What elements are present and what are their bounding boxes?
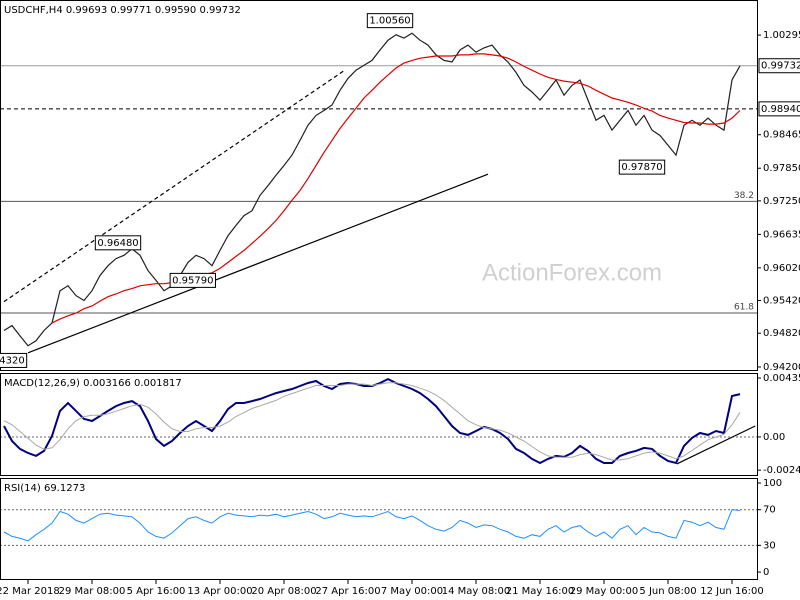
x-tick-label: 5 Jun 08:00 [639, 586, 696, 597]
x-tick-label: 29 May 00:00 [570, 586, 639, 597]
trendline [676, 425, 756, 465]
pane-title: USDCHF,H4 0.99693 0.99771 0.99590 0.9973… [4, 5, 241, 16]
annotation-label: 0.97870 [621, 162, 662, 173]
x-tick-label: 13 Apr 00:00 [187, 586, 252, 597]
annotation: 0.97870 [618, 159, 666, 175]
trendline [3, 69, 346, 303]
price-line-label-box [758, 58, 800, 74]
annotation-label-box [0, 352, 28, 368]
x-tick-label: 12 Jun 16:00 [700, 586, 764, 597]
x-tick-label: 21 May 16:00 [506, 586, 575, 597]
series-line [3, 382, 741, 461]
y-tick-label: 0.94200 [763, 362, 800, 373]
y-tick-label: 70 [763, 505, 776, 516]
price-line-label-box [758, 101, 800, 117]
y-tick-label: 30 [763, 540, 776, 551]
x-tick-label: 22 Mar 2018 [0, 586, 60, 597]
x-tick-label: 7 May 00:00 [381, 586, 443, 597]
y-tick-label: 0 [763, 567, 769, 578]
x-tick-label: 14 May 08:00 [442, 586, 511, 597]
pane [0, 509, 757, 546]
watermark: ActionForex.com [482, 259, 662, 286]
trendline [27, 173, 489, 354]
x-tick-label: 27 Apr 16:00 [315, 586, 380, 597]
y-tick-label: 0.00 [763, 432, 785, 443]
series-line [51, 53, 741, 324]
pane-title: RSI(14) 69.1273 [4, 483, 85, 494]
pane [0, 32, 757, 354]
pane [0, 377, 757, 465]
annotation-label-box [94, 235, 142, 251]
annotation: 0.95790 [169, 272, 216, 288]
x-tick-label: 5 Apr 16:00 [127, 586, 186, 597]
y-tick-label: -0.002448 [763, 465, 800, 476]
y-tick-label: 0.96635 [763, 229, 800, 240]
level-label: 61.8 [734, 303, 754, 313]
annotation-label: 0.95790 [172, 275, 213, 286]
pane-border [0, 0, 758, 371]
y-tick-label: 1.00295 [763, 30, 800, 41]
annotation-label-box [618, 159, 666, 175]
x-tick-label: 20 Apr 08:00 [251, 586, 316, 597]
annotation-label-box [169, 272, 216, 288]
annotation-label: 1.00560 [369, 16, 410, 27]
annotation: 0.96480 [94, 235, 142, 251]
x-tick-label: 29 Mar 08:00 [59, 586, 126, 597]
series-line [3, 32, 741, 347]
y-tick-label: 0.98465 [763, 130, 800, 141]
level-label: 38.2 [734, 191, 754, 201]
annotation-label-box [366, 13, 414, 29]
series-line [3, 509, 741, 542]
annotation: 1.00560 [366, 13, 414, 29]
y-tick-label: 100 [763, 478, 782, 489]
y-tick-label: 0.004351 [763, 373, 800, 384]
price-line-label: 0.98940 [761, 104, 800, 115]
pane-border [0, 373, 758, 476]
pane-border [0, 478, 758, 580]
price-line-label: 0.99732 [761, 61, 800, 72]
annotation-label: 0.96480 [97, 238, 138, 249]
annotation: 0.94320 [0, 352, 28, 368]
pane-title: MACD(12,26,9) 0.003166 0.001817 [4, 378, 182, 389]
annotation-label: 0.94320 [0, 355, 25, 366]
